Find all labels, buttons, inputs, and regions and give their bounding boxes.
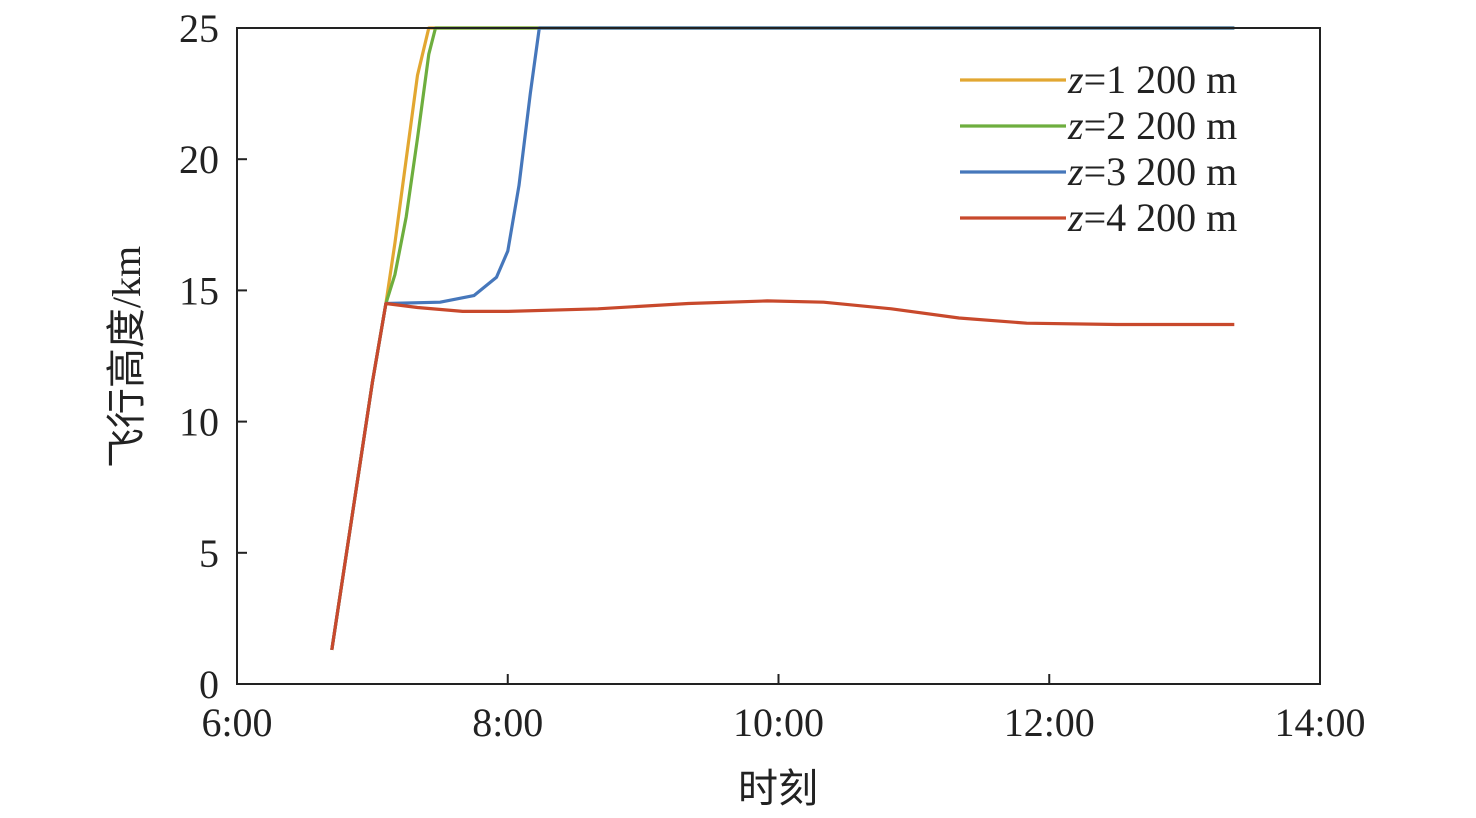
legend-value: =1 200 m xyxy=(1084,57,1238,102)
x-axis-label: 时刻 xyxy=(738,766,818,811)
series-line-4 xyxy=(330,299,1235,651)
legend-variable: z xyxy=(1067,195,1084,240)
y-tick-label: 25 xyxy=(179,6,219,51)
legend: z=1 200 mz=2 200 mz=3 200 mz=4 200 m xyxy=(960,57,1237,240)
series-layer xyxy=(330,26,1235,651)
legend-value: =3 200 m xyxy=(1084,149,1238,194)
legend-label-1: z=1 200 m xyxy=(1067,57,1237,102)
legend-label-4: z=4 200 m xyxy=(1067,195,1237,240)
y-tick-label: 20 xyxy=(179,137,219,182)
y-tick-label: 0 xyxy=(199,662,219,707)
y-tick-label: 15 xyxy=(179,268,219,313)
legend-value: =4 200 m xyxy=(1084,195,1238,240)
y-tick-label: 10 xyxy=(179,400,219,445)
legend-value: =2 200 m xyxy=(1084,103,1238,148)
x-tick-label: 14:00 xyxy=(1274,700,1365,745)
legend-variable: z xyxy=(1067,149,1084,194)
legend-variable: z xyxy=(1067,103,1084,148)
y-axis-label: 飞行高度/km xyxy=(104,246,149,468)
legend-label-3: z=3 200 m xyxy=(1067,149,1237,194)
x-tick-label: 10:00 xyxy=(733,700,824,745)
axes-layer: 6:00 8:00 10:00 12:00 14:00 0 5 10 15 20 25 xyxy=(179,6,1366,745)
x-tick-label: 12:00 xyxy=(1004,700,1095,745)
legend-variable: z xyxy=(1067,57,1084,102)
x-tick-label: 6:00 xyxy=(201,700,272,745)
x-tick-label: 8:00 xyxy=(472,700,543,745)
y-tick-label: 5 xyxy=(199,531,219,576)
legend-label-2: z=2 200 m xyxy=(1067,103,1237,148)
